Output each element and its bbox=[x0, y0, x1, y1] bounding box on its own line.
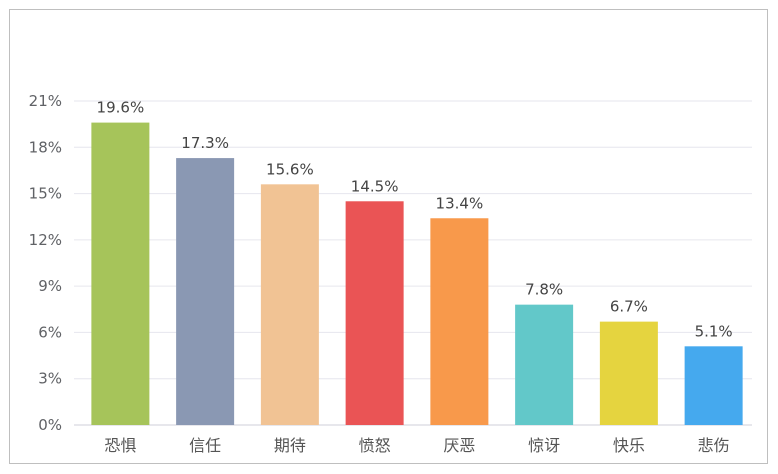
y-tick-label: 18% bbox=[29, 138, 62, 156]
category-label: 期待 bbox=[274, 436, 306, 455]
bar bbox=[430, 218, 489, 425]
bar bbox=[260, 184, 319, 425]
bars bbox=[91, 122, 743, 426]
data-label: 7.8% bbox=[525, 281, 563, 299]
category-label: 快乐 bbox=[613, 436, 645, 455]
category-label: 惊讶 bbox=[528, 436, 560, 455]
y-tick-label: 0% bbox=[38, 416, 62, 434]
bar bbox=[684, 346, 743, 425]
category-label: 信任 bbox=[189, 436, 221, 455]
y-tick-label: 15% bbox=[29, 185, 62, 203]
data-label: 19.6% bbox=[97, 99, 145, 117]
y-tick-label: 12% bbox=[29, 231, 62, 249]
data-label: 17.3% bbox=[181, 134, 229, 152]
y-axis-tick-labels: 0% 3% 6% 9% 12% 15% 18% 21% bbox=[29, 92, 62, 434]
category-label: 恐惧 bbox=[104, 436, 136, 455]
bar bbox=[345, 201, 404, 425]
bar bbox=[515, 304, 574, 425]
bar bbox=[599, 321, 658, 425]
category-label: 悲伤 bbox=[698, 436, 730, 455]
category-label: 厌恶 bbox=[443, 436, 475, 455]
bar bbox=[176, 158, 235, 426]
y-tick-label: 6% bbox=[38, 323, 62, 341]
bar bbox=[91, 122, 150, 425]
data-label: 5.1% bbox=[695, 322, 733, 340]
data-label: 14.5% bbox=[351, 177, 399, 195]
data-label: 6.7% bbox=[610, 298, 648, 316]
data-labels: 19.6% 17.3% 15.6% 14.5% 13.4% 7.8% 6.7% 5.1% bbox=[97, 99, 733, 341]
data-label: 15.6% bbox=[266, 160, 314, 178]
category-label: 愤怒 bbox=[359, 436, 391, 455]
y-tick-label: 3% bbox=[38, 370, 62, 388]
y-tick-label: 21% bbox=[29, 92, 62, 110]
data-label: 13.4% bbox=[436, 194, 484, 212]
y-tick-label: 9% bbox=[38, 277, 62, 295]
x-axis-category-labels: 恐惧 信任 期待 愤怒 厌恶 惊讶 快乐 悲伤 bbox=[104, 436, 729, 455]
